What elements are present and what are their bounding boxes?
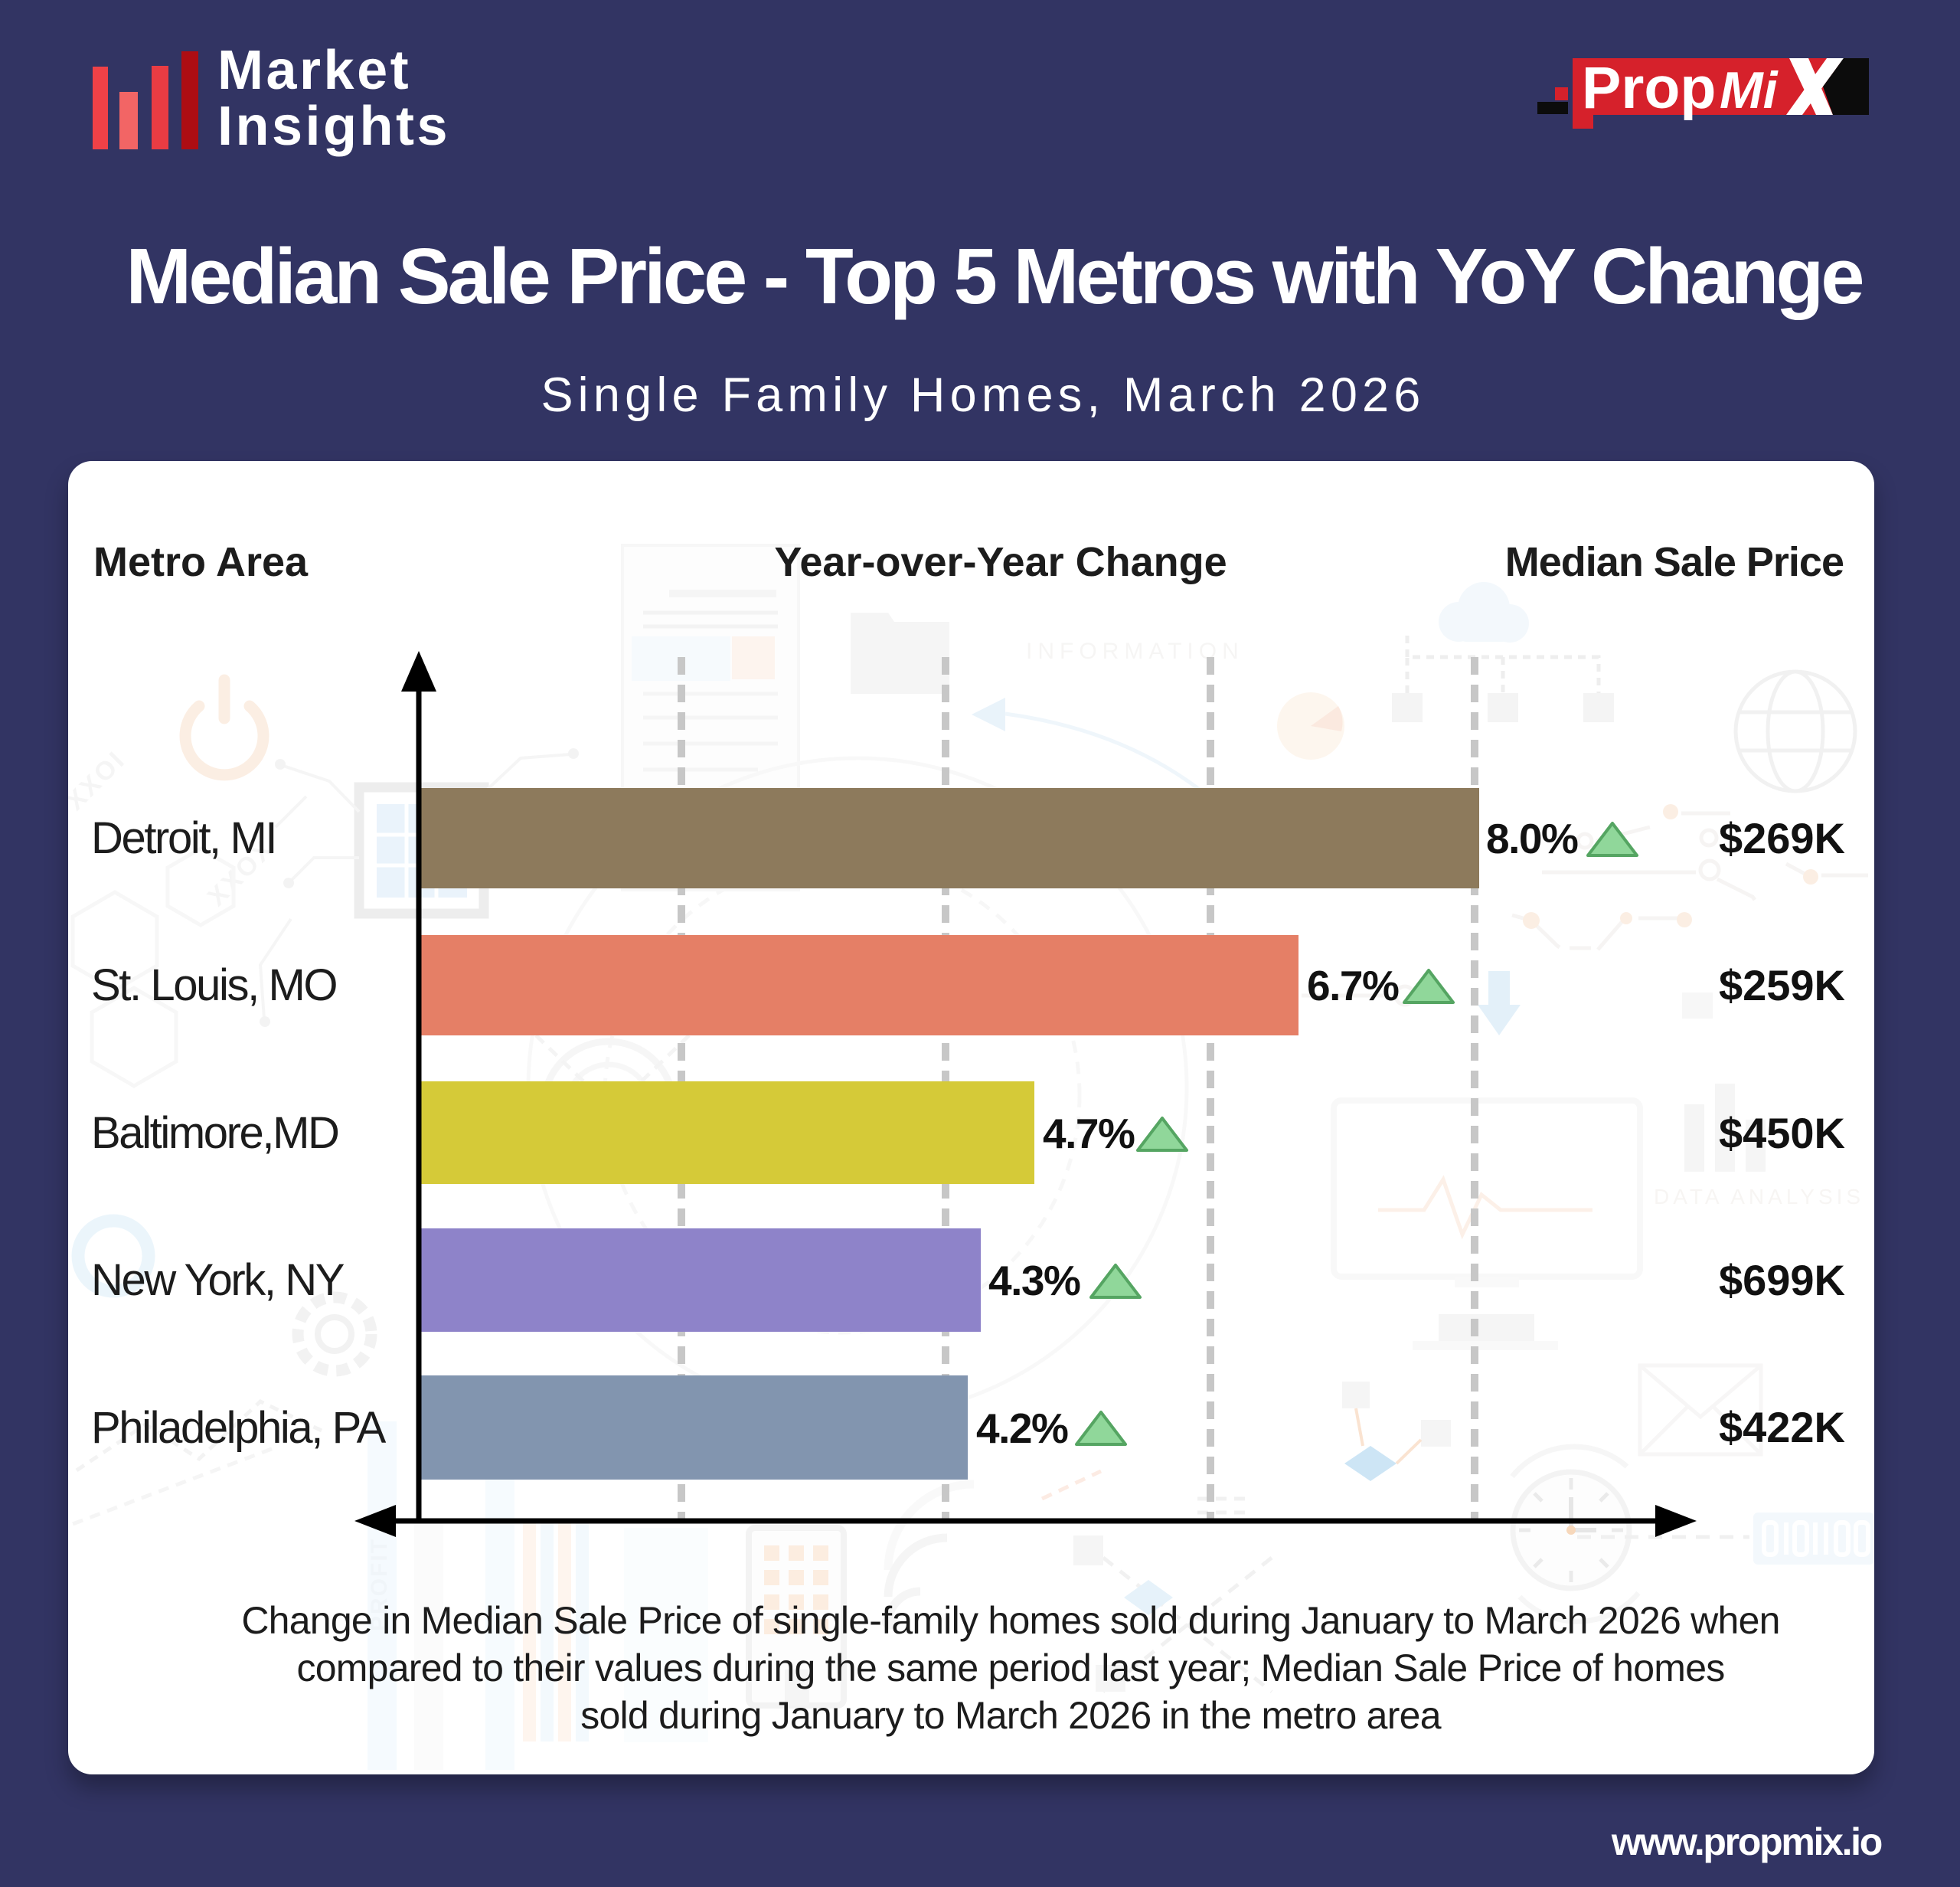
svg-text:Prop: Prop: [1582, 55, 1716, 121]
svg-text:Mi: Mi: [1720, 61, 1779, 119]
svg-text:PROFIT: PROFIT: [367, 1538, 392, 1631]
svg-text:DATA ANALYSIS: DATA ANALYSIS: [1654, 1185, 1864, 1208]
svg-text:INFORMATION: INFORMATION: [1026, 639, 1244, 664]
